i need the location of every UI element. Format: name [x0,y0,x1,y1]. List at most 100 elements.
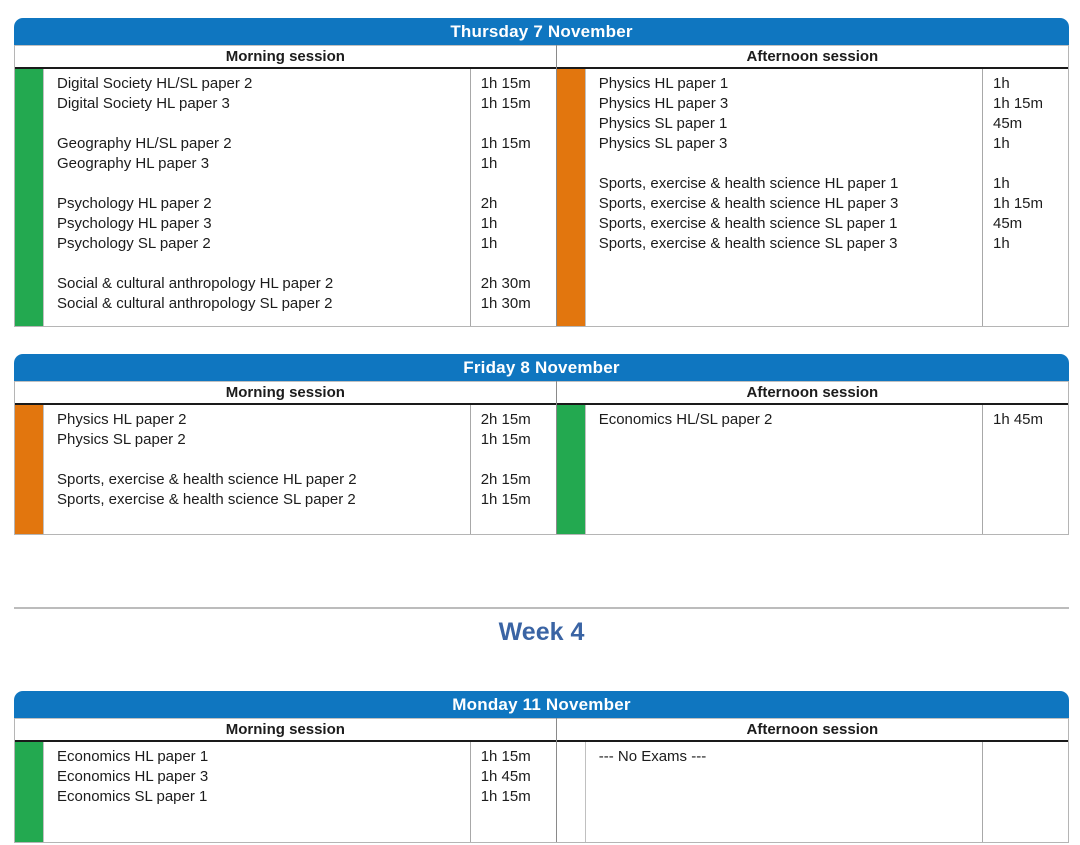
session-afternoon: Afternoon session Economics HL/SL paper 2… [555,381,1068,534]
exam-duration: 1h 15m [480,491,531,508]
exam-subject: Physics SL paper 1 [598,115,728,132]
blank-row [57,174,464,194]
subjects-column: Physics HL paper 1 Physics HL paper 3 Phys… [586,69,982,326]
week-divider-line [14,607,1069,609]
blank-row [993,747,1066,767]
session-label: Morning session [15,45,556,69]
session-body: Digital Society HL/SL paper 2 Digital Soc… [15,69,556,326]
exam-subject: Social & cultural anthropology HL paper … [57,275,334,292]
day-title: Monday 11 November [14,691,1069,718]
blank-row [993,154,1066,174]
exam-duration: 1h 45m [992,411,1044,428]
exam-duration: 1h [992,135,1010,152]
blank-row [481,450,554,470]
exam-subject: Sports, exercise & health science HL pap… [57,471,357,488]
exam-duration: 1h 45m [480,768,531,785]
sessions-row: Morning session Economics HL paper 1 Econo… [14,718,1069,843]
subjects-column: Digital Society HL/SL paper 2 Digital Soc… [44,69,470,326]
exam-duration: 1h [480,215,498,232]
durations-column: 1h 1h 15m 45m 1h 1h 1h 15m 45m 1h [981,69,1068,326]
durations-column: 1h 15m 1h 45m 1h 15m [469,742,556,842]
exam-subject: Geography HL paper 3 [57,155,210,172]
durations-column [981,742,1068,842]
session-afternoon: Afternoon session --- No Exams --- [555,718,1068,842]
week-divider: Week 4 [14,607,1069,647]
session-body: Physics HL paper 2 Physics SL paper 2 Spor… [15,405,556,534]
blank-row [481,114,554,134]
exam-duration: 1h 15m [480,788,531,805]
session-label: Afternoon session [556,718,1068,742]
exam-subject: Sports, exercise & health science SL pap… [57,491,356,508]
exam-duration: 1h 30m [480,295,531,312]
session-afternoon: Afternoon session Physics HL paper 1 Physi… [555,45,1068,326]
exam-subject: Physics HL paper 3 [598,95,729,112]
durations-column: 1h 45m [981,405,1068,534]
durations-column: 2h 15m 1h 15m 2h 15m 1h 15m [469,405,556,534]
session-morning: Morning session Digital Society HL/SL pap… [15,45,556,326]
exam-duration: 1h 15m [480,75,531,92]
session-color-strip [556,69,586,326]
exam-subject: Psychology HL paper 3 [57,215,212,232]
session-label: Afternoon session [556,45,1068,69]
durations-column: 1h 15m 1h 15m 1h 15m 1h 2h 1h 1h 2h 30m 1h 30m [469,69,556,326]
exam-subject: Physics HL paper 2 [57,411,187,428]
blank-row [599,154,976,174]
exam-duration: 1h [992,75,1010,92]
session-body: --- No Exams --- [556,742,1068,842]
exam-subject: Psychology SL paper 2 [57,235,211,252]
exam-duration: 1h [480,155,498,172]
session-color-strip [15,69,44,326]
week-heading: Week 4 [498,618,585,646]
exam-duration: 1h [992,235,1010,252]
exam-subject: Sports, exercise & health science HL pap… [598,195,899,212]
blank-row [57,450,464,470]
subjects-column: Economics HL/SL paper 2 [586,405,982,534]
exam-subject: Physics SL paper 3 [598,135,728,152]
session-color-strip [15,742,44,842]
exam-duration: 1h 15m [480,95,531,112]
exam-duration: 1h [480,235,498,252]
day-title: Thursday 7 November [14,18,1069,45]
session-morning: Morning session Economics HL paper 1 Econo… [15,718,556,842]
exam-duration: 45m [992,115,1023,132]
session-color-strip [15,405,44,534]
exam-subject: Digital Society HL/SL paper 2 [57,75,253,92]
exam-subject: --- No Exams --- [598,748,707,765]
exam-duration: 2h [480,195,498,212]
session-color-strip [556,742,586,842]
session-body: Physics HL paper 1 Physics HL paper 3 Phys… [556,69,1068,326]
exam-duration: 2h 15m [480,411,531,428]
exam-subject: Sports, exercise & health science HL pap… [598,175,899,192]
exam-subject: Economics HL/SL paper 2 [598,411,773,428]
exam-duration: 1h 15m [480,135,531,152]
exam-duration: 2h 15m [480,471,531,488]
session-label: Morning session [15,718,556,742]
session-label: Morning session [15,381,556,405]
blank-row [57,254,464,274]
exam-subject: Physics SL paper 2 [57,431,186,448]
blank-row [57,114,464,134]
exam-subject: Economics HL paper 3 [57,768,209,785]
exam-subject: Social & cultural anthropology SL paper … [57,295,333,312]
subjects-column: --- No Exams --- [586,742,982,842]
session-body: Economics HL/SL paper 2 1h 45m [556,405,1068,534]
subjects-column: Physics HL paper 2 Physics SL paper 2 Spor… [44,405,470,534]
sessions-row: Morning session Digital Society HL/SL pap… [14,45,1069,327]
exam-duration: 1h 15m [992,195,1044,212]
sessions-row: Morning session Physics HL paper 2 Physics… [14,381,1069,535]
exam-duration: 1h [992,175,1010,192]
session-color-strip [556,405,586,534]
blank-row [481,254,554,274]
exam-subject: Psychology HL paper 2 [57,195,212,212]
exam-duration: 1h 15m [480,431,531,448]
session-body: Economics HL paper 1 Economics HL paper 3… [15,742,556,842]
exam-subject: Physics HL paper 1 [598,75,729,92]
exam-duration: 2h 30m [480,275,531,292]
exam-duration: 1h 15m [480,748,531,765]
exam-duration: 45m [992,215,1023,232]
exam-subject: Economics SL paper 1 [57,788,208,805]
day-table-friday-8-november: Friday 8 November Morning session Physics … [14,354,1069,535]
blank-row [481,174,554,194]
day-table-thursday-7-november: Thursday 7 November Morning session Digita… [14,18,1069,327]
